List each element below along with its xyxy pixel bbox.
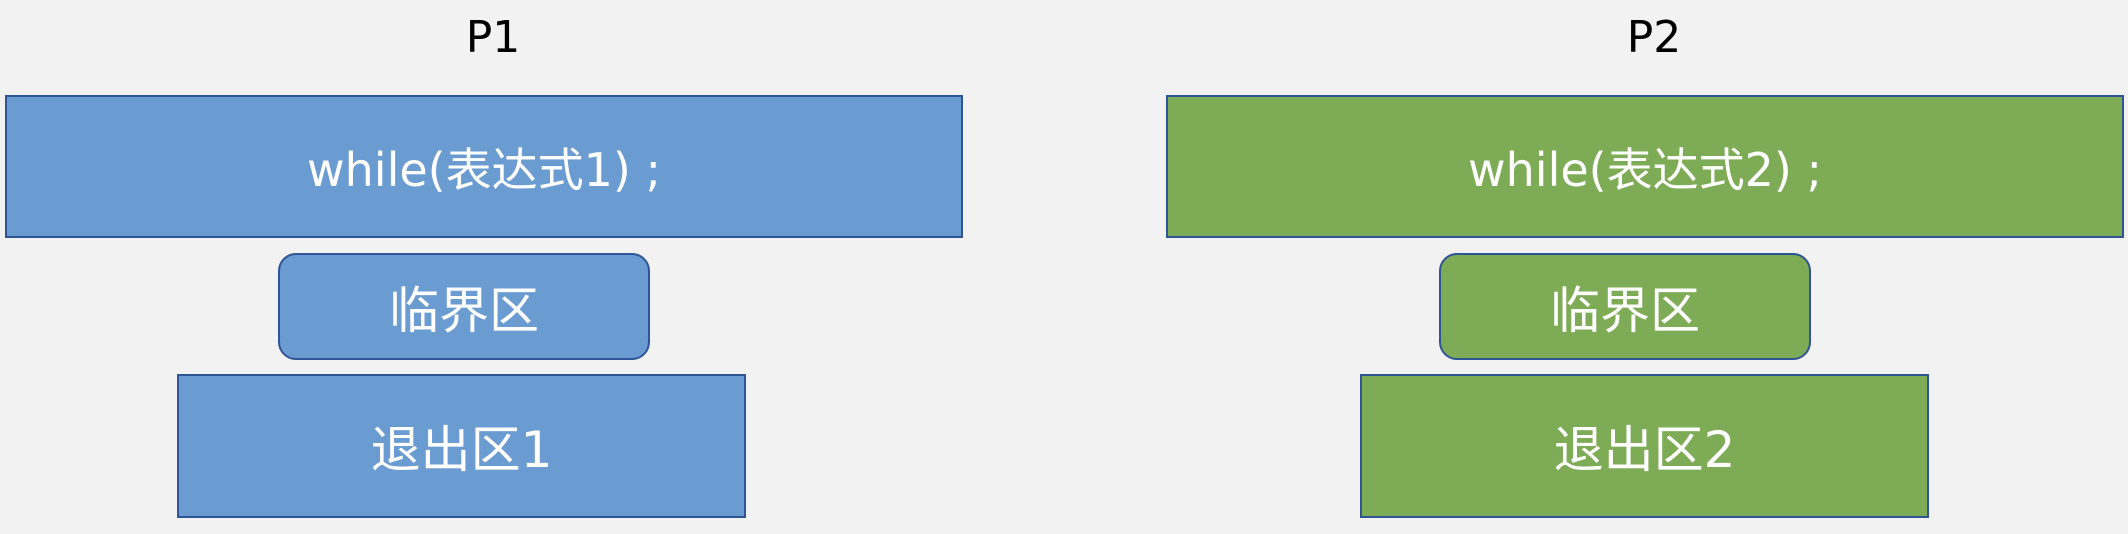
p2-critical-section-box: 临界区 — [1439, 253, 1811, 360]
p1-exit-section-box: 退出区1 — [177, 374, 746, 518]
process-label-p1: P1 — [465, 12, 521, 63]
p2-entry-box: while(表达式2) ; — [1166, 95, 2124, 238]
p2-exit-section-box: 退出区2 — [1360, 374, 1929, 518]
p1-critical-section-box: 临界区 — [278, 253, 650, 360]
process-label-p2: P2 — [1626, 12, 1682, 63]
p1-entry-box: while(表达式1) ; — [5, 95, 963, 238]
